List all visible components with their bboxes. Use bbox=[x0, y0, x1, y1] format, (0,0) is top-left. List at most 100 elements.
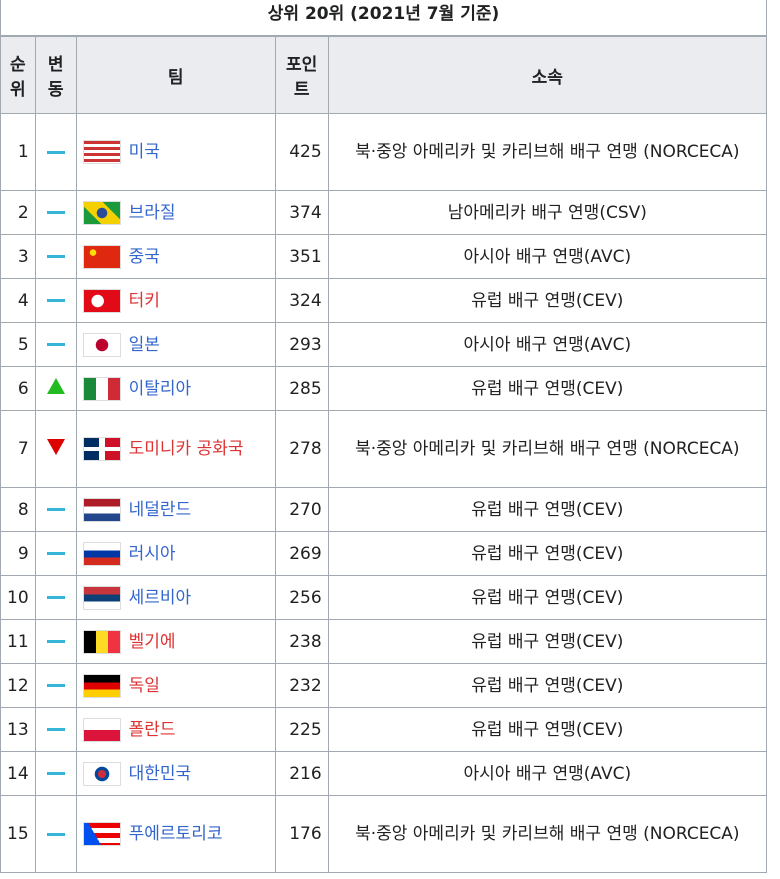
rank-cell: 1 bbox=[0, 113, 36, 191]
table-row: 9 러시아 269 유럽 배구 연맹(CEV) bbox=[0, 531, 768, 576]
affiliation-cell: 아시아 배구 연맹(AVC) bbox=[327, 751, 768, 796]
no-change-icon bbox=[46, 684, 65, 687]
change-cell bbox=[34, 487, 77, 532]
change-cell bbox=[34, 190, 77, 235]
arrow-up-icon bbox=[46, 378, 65, 394]
no-change-icon bbox=[46, 343, 65, 346]
change-cell bbox=[34, 751, 77, 796]
rank-cell: 4 bbox=[0, 278, 36, 323]
team-link[interactable]: 이탈리아 bbox=[128, 378, 192, 399]
change-cell bbox=[34, 663, 77, 708]
points-cell: 293 bbox=[274, 322, 329, 367]
points-cell: 324 bbox=[274, 278, 329, 323]
no-change-icon bbox=[46, 640, 65, 643]
affiliation-cell: 유럽 배구 연맹(CEV) bbox=[327, 366, 768, 411]
team-cell: 터키 bbox=[75, 278, 276, 323]
team-cell: 벨기에 bbox=[75, 619, 276, 664]
change-cell bbox=[34, 795, 77, 873]
team-cell: 네덜란드 bbox=[75, 487, 276, 532]
table-row: 11 벨기에 238 유럽 배구 연맹(CEV) bbox=[0, 619, 768, 664]
no-change-icon bbox=[46, 772, 65, 775]
points-cell: 269 bbox=[274, 531, 329, 576]
team-cell: 폴란드 bbox=[75, 707, 276, 752]
flag-rs-icon bbox=[82, 585, 121, 610]
no-change-icon bbox=[46, 728, 65, 731]
table-row: 10 세르비아 256 유럽 배구 연맹(CEV) bbox=[0, 575, 768, 620]
points-cell: 232 bbox=[274, 663, 329, 708]
team-link[interactable]: 도미니카 공화국 bbox=[128, 439, 244, 459]
header-change[interactable]: 변동 bbox=[34, 36, 77, 114]
team-cell: 미국 bbox=[75, 113, 276, 191]
no-change-icon bbox=[46, 150, 65, 154]
team-link[interactable]: 러시아 bbox=[128, 543, 176, 564]
change-cell bbox=[34, 531, 77, 576]
table-row: 13 폴란드 225 유럽 배구 연맹(CEV) bbox=[0, 707, 768, 752]
team-link[interactable]: 네덜란드 bbox=[128, 499, 192, 520]
team-cell: 중국 bbox=[75, 234, 276, 279]
no-change-icon bbox=[46, 255, 65, 258]
affiliation-cell: 유럽 배구 연맹(CEV) bbox=[327, 278, 768, 323]
team-link[interactable]: 독일 bbox=[128, 675, 160, 696]
flag-tr-icon bbox=[82, 288, 121, 313]
change-cell bbox=[34, 322, 77, 367]
team-cell: 세르비아 bbox=[75, 575, 276, 620]
affiliation-cell: 북·중앙 아메리카 및 카리브해 배구 연맹 (NORCECA) bbox=[327, 410, 768, 488]
team-link[interactable]: 터키 bbox=[128, 290, 160, 311]
rank-cell: 2 bbox=[0, 190, 36, 235]
points-cell: 176 bbox=[274, 795, 329, 873]
table-row: 15 푸에르토리코 176 북·중앙 아메리카 및 카리브해 배구 연맹 (NO… bbox=[0, 795, 768, 873]
team-link[interactable]: 대한민국 bbox=[128, 763, 192, 784]
affiliation-cell: 북·중앙 아메리카 및 카리브해 배구 연맹 (NORCECA) bbox=[327, 113, 768, 191]
table-row: 6 이탈리아 285 유럽 배구 연맹(CEV) bbox=[0, 366, 768, 411]
no-change-icon bbox=[46, 596, 65, 599]
team-cell: 대한민국 bbox=[75, 751, 276, 796]
affiliation-cell: 유럽 배구 연맹(CEV) bbox=[327, 575, 768, 620]
change-cell bbox=[34, 619, 77, 664]
flag-br-icon bbox=[82, 200, 121, 225]
table-row: 4 터키 324 유럽 배구 연맹(CEV) bbox=[0, 278, 768, 323]
header-team[interactable]: 팀 bbox=[75, 36, 276, 114]
affiliation-cell: 남아메리카 배구 연맹(CSV) bbox=[327, 190, 768, 235]
points-cell: 351 bbox=[274, 234, 329, 279]
change-cell bbox=[34, 234, 77, 279]
points-cell: 425 bbox=[274, 113, 329, 191]
rank-cell: 9 bbox=[0, 531, 36, 576]
team-link[interactable]: 벨기에 bbox=[128, 631, 176, 652]
points-cell: 278 bbox=[274, 410, 329, 488]
team-cell: 도미니카 공화국 bbox=[75, 410, 276, 488]
points-cell: 225 bbox=[274, 707, 329, 752]
team-link[interactable]: 중국 bbox=[128, 246, 160, 267]
rank-cell: 5 bbox=[0, 322, 36, 367]
team-link[interactable]: 세르비아 bbox=[128, 587, 192, 608]
change-cell bbox=[34, 410, 77, 488]
table-row: 5 일본 293 아시아 배구 연맹(AVC) bbox=[0, 322, 768, 367]
header-affiliation[interactable]: 소속 bbox=[327, 36, 768, 114]
team-link[interactable]: 일본 bbox=[128, 334, 160, 355]
flag-it-icon bbox=[82, 376, 121, 401]
team-cell: 브라질 bbox=[75, 190, 276, 235]
team-link[interactable]: 푸에르토리코 bbox=[128, 824, 223, 844]
flag-pl-icon bbox=[82, 717, 121, 742]
rank-cell: 11 bbox=[0, 619, 36, 664]
points-cell: 216 bbox=[274, 751, 329, 796]
flag-do-icon bbox=[82, 437, 121, 461]
team-link[interactable]: 브라질 bbox=[128, 202, 176, 223]
rank-cell: 14 bbox=[0, 751, 36, 796]
no-change-icon bbox=[46, 299, 65, 302]
flag-jp-icon bbox=[82, 332, 121, 357]
team-cell: 독일 bbox=[75, 663, 276, 708]
ranking-table: 순위 변동 팀 포인트 소속 1 미국 425 북·중앙 아메리카 및 카리브해… bbox=[0, 36, 768, 873]
team-link[interactable]: 미국 bbox=[128, 142, 160, 162]
header-rank[interactable]: 순위 bbox=[0, 36, 36, 114]
no-change-icon bbox=[46, 832, 65, 836]
header-points[interactable]: 포인트 bbox=[274, 36, 329, 114]
flag-pr-icon bbox=[82, 822, 121, 846]
change-cell bbox=[34, 366, 77, 411]
team-link[interactable]: 폴란드 bbox=[128, 719, 176, 740]
points-cell: 270 bbox=[274, 487, 329, 532]
arrow-down-icon bbox=[46, 438, 65, 455]
rank-cell: 10 bbox=[0, 575, 36, 620]
table-row: 8 네덜란드 270 유럽 배구 연맹(CEV) bbox=[0, 487, 768, 532]
table-row: 1 미국 425 북·중앙 아메리카 및 카리브해 배구 연맹 (NORCECA… bbox=[0, 113, 768, 191]
flag-de-icon bbox=[82, 673, 121, 698]
